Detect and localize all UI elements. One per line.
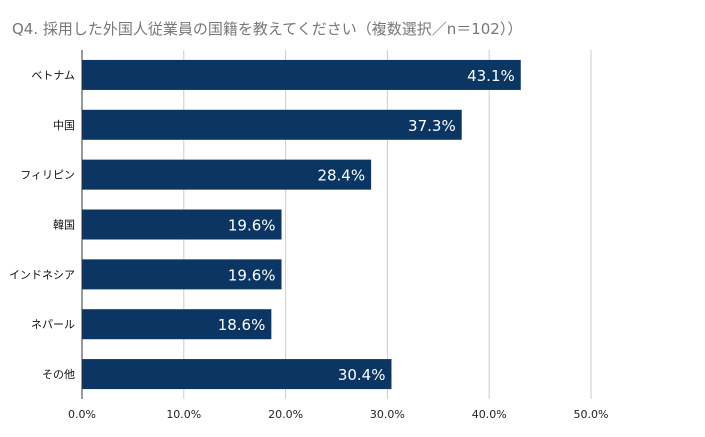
category-label: インドネシア — [9, 268, 75, 281]
data-label: 19.6% — [228, 217, 276, 235]
bar — [82, 209, 282, 240]
data-labels: 43.1% 37.3% 28.4% 19.6% 19.6% 18.6% 30.4% — [218, 67, 515, 384]
data-label: 19.6% — [228, 266, 276, 284]
x-tick-label: 30.0% — [370, 408, 405, 421]
bar — [82, 59, 521, 90]
bar — [82, 109, 462, 140]
category-label: フィリピン — [20, 169, 75, 182]
bars — [82, 59, 521, 390]
x-tick-labels: 0.0% 10.0% 20.0% 30.0% 40.0% 50.0% — [68, 408, 608, 421]
x-tick-label: 0.0% — [68, 408, 96, 421]
chart-title: Q4. 採用した外国人従業員の国籍を教えてください（複数選択／n＝102）） — [12, 20, 523, 38]
data-label: 37.3% — [408, 117, 456, 135]
bar — [82, 359, 392, 390]
category-label: その他 — [42, 368, 75, 381]
category-label: ベトナム — [31, 69, 75, 82]
category-label: 中国 — [53, 119, 75, 132]
x-tick-label: 10.0% — [166, 408, 201, 421]
category-label: ネパール — [31, 318, 75, 331]
bar — [82, 159, 372, 190]
data-label: 43.1% — [467, 67, 515, 85]
bar — [82, 259, 282, 290]
data-label: 30.4% — [338, 366, 386, 384]
bar — [82, 309, 272, 340]
category-label: 韓国 — [53, 219, 75, 232]
data-label: 28.4% — [317, 167, 365, 185]
x-tick-label: 50.0% — [574, 408, 609, 421]
x-tick-label: 40.0% — [472, 408, 507, 421]
data-label: 18.6% — [218, 316, 266, 334]
x-tick-label: 20.0% — [268, 408, 303, 421]
